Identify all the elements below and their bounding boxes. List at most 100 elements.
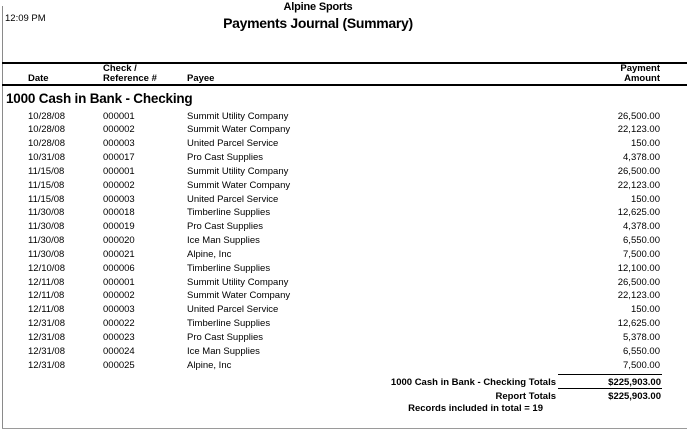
row-check-reference: 000017 xyxy=(103,152,135,164)
table-row: 10/28/08 000001 Summit Utility Company 2… xyxy=(0,110,687,124)
table-row: 12/31/08 000022 Timberline Supplies 12,6… xyxy=(0,317,687,331)
journal-rows: 10/28/08 000001 Summit Utility Company 2… xyxy=(0,110,687,373)
report-total-rule xyxy=(558,387,662,389)
table-row: 12/10/08 000006 Timberline Supplies 12,1… xyxy=(0,262,687,276)
row-payee: United Parcel Service xyxy=(187,304,279,316)
table-row: 11/30/08 000018 Timberline Supplies 12,6… xyxy=(0,206,687,220)
row-amount: 150.00 xyxy=(630,304,660,316)
report-title: Payments Journal (Summary) xyxy=(223,15,413,31)
row-check-reference: 000022 xyxy=(103,318,135,330)
row-date: 11/15/08 xyxy=(28,179,65,191)
row-check-reference: 000024 xyxy=(103,345,135,357)
table-row: 10/28/08 000002 Summit Water Company 22,… xyxy=(0,123,687,137)
row-payee: Pro Cast Supplies xyxy=(187,332,264,343)
records-included-note: Records included in total = 19 xyxy=(408,402,543,414)
page-bottom-border xyxy=(2,428,687,429)
row-date: 11/15/08 xyxy=(28,193,65,205)
table-row: 12/31/08 000025 Alpine, Inc 7,500.00 xyxy=(0,359,687,373)
row-amount: 26,500.00 xyxy=(617,165,660,177)
row-check-reference: 000002 xyxy=(103,179,135,191)
row-date: 12/31/08 xyxy=(28,359,65,371)
row-check-reference: 000001 xyxy=(103,110,135,122)
row-check-reference: 000021 xyxy=(103,248,135,260)
row-amount: 7,500.00 xyxy=(623,248,660,260)
row-amount: 7,500.00 xyxy=(623,359,660,371)
column-header-payment: Payment xyxy=(620,63,660,74)
row-date: 10/28/08 xyxy=(28,138,65,150)
row-payee: Pro Cast Supplies xyxy=(187,152,264,164)
row-amount: 12,100.00 xyxy=(617,262,660,274)
row-payee: United Parcel Service xyxy=(187,193,279,205)
report-time: 12:09 PM xyxy=(5,13,46,24)
row-date: 11/30/08 xyxy=(28,235,65,247)
row-payee: Timberline Supplies xyxy=(187,318,271,330)
row-amount: 12,625.00 xyxy=(617,318,660,330)
row-amount: 6,550.00 xyxy=(623,345,660,357)
row-amount: 150.00 xyxy=(630,138,660,150)
row-date: 12/11/08 xyxy=(28,290,65,302)
row-amount: 26,500.00 xyxy=(617,110,660,122)
row-date: 11/30/08 xyxy=(28,221,65,233)
row-amount: 22,123.00 xyxy=(617,124,660,136)
row-check-reference: 000003 xyxy=(103,304,135,316)
row-date: 12/11/08 xyxy=(28,304,65,316)
row-payee: Ice Man Supplies xyxy=(187,235,260,247)
row-check-reference: 000001 xyxy=(103,165,135,177)
row-payee: Timberline Supplies xyxy=(187,262,271,274)
row-payee: United Parcel Service xyxy=(187,138,279,150)
row-check-reference: 000018 xyxy=(103,207,135,219)
row-check-reference: 000003 xyxy=(103,193,135,205)
column-header-payee: Payee xyxy=(187,73,215,84)
row-amount: 4,378.00 xyxy=(623,221,660,233)
section-total-rule xyxy=(558,373,662,375)
table-row: 12/31/08 000024 Ice Man Supplies 6,550.0… xyxy=(0,345,687,359)
row-check-reference: 000003 xyxy=(103,138,135,150)
column-header-amount: Amount xyxy=(624,73,660,84)
header-rule-top xyxy=(2,62,687,64)
table-row: 10/31/08 000017 Pro Cast Supplies 4,378.… xyxy=(0,151,687,165)
table-row: 12/11/08 000001 Summit Utility Company 2… xyxy=(0,276,687,290)
row-date: 12/31/08 xyxy=(28,345,65,357)
row-check-reference: 000006 xyxy=(103,262,135,274)
row-date: 10/28/08 xyxy=(28,124,65,136)
row-date: 12/31/08 xyxy=(28,332,65,343)
row-amount: 26,500.00 xyxy=(617,276,660,288)
report-total-amount: $225,903.00 xyxy=(608,390,661,402)
row-amount: 6,550.00 xyxy=(623,235,660,247)
table-row: 12/31/08 000023 Pro Cast Supplies 5,378.… xyxy=(0,331,687,345)
row-date: 10/28/08 xyxy=(28,110,65,122)
column-header-reference: Reference # xyxy=(103,73,157,84)
report-total-label: Report Totals xyxy=(495,390,556,402)
row-payee: Summit Utility Company xyxy=(187,276,289,288)
row-payee: Alpine, Inc xyxy=(187,248,232,260)
row-amount: 12,625.00 xyxy=(617,207,660,219)
column-header-date: Date xyxy=(28,73,49,84)
table-row: 10/28/08 000003 United Parcel Service 15… xyxy=(0,137,687,151)
table-row: 11/15/08 000002 Summit Water Company 22,… xyxy=(0,179,687,193)
row-date: 11/30/08 xyxy=(28,207,65,219)
account-section-header: 1000 Cash in Bank - Checking xyxy=(6,91,193,106)
row-date: 10/31/08 xyxy=(28,152,65,164)
row-payee: Summit Water Company xyxy=(187,179,291,191)
row-payee: Ice Man Supplies xyxy=(187,345,260,357)
row-date: 12/10/08 xyxy=(28,262,65,274)
row-date: 12/31/08 xyxy=(28,318,65,330)
row-amount: 5,378.00 xyxy=(623,332,660,343)
table-row: 11/30/08 000019 Pro Cast Supplies 4,378.… xyxy=(0,220,687,234)
table-row: 11/15/08 000003 United Parcel Service 15… xyxy=(0,193,687,207)
table-row: 11/15/08 000001 Summit Utility Company 2… xyxy=(0,165,687,179)
row-payee: Summit Water Company xyxy=(187,290,291,302)
row-payee: Summit Utility Company xyxy=(187,110,289,122)
row-date: 11/15/08 xyxy=(28,165,65,177)
row-check-reference: 000020 xyxy=(103,235,135,247)
row-date: 11/30/08 xyxy=(28,248,65,260)
table-row: 12/11/08 000002 Summit Water Company 22,… xyxy=(0,289,687,303)
section-total-amount: $225,903.00 xyxy=(608,376,661,388)
table-row: 11/30/08 000021 Alpine, Inc 7,500.00 xyxy=(0,248,687,262)
table-row: 11/30/08 000020 Ice Man Supplies 6,550.0… xyxy=(0,234,687,248)
row-amount: 150.00 xyxy=(630,193,660,205)
row-check-reference: 000002 xyxy=(103,124,135,136)
table-row: 12/11/08 000003 United Parcel Service 15… xyxy=(0,303,687,317)
section-total-label: 1000 Cash in Bank - Checking Totals xyxy=(390,376,556,388)
